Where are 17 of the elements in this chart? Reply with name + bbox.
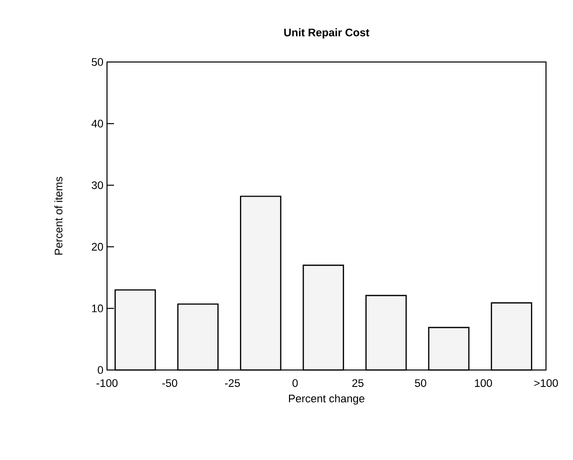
text: -100: [96, 379, 118, 387]
y-tick-label: 50: [92, 58, 104, 66]
text: 100: [474, 379, 492, 387]
y-tick-label: 10: [92, 304, 104, 312]
y-tick-label: 0: [98, 366, 104, 374]
text: 0: [292, 379, 298, 387]
y-axis-title: Percent of items: [54, 176, 62, 255]
text: -25: [224, 379, 240, 387]
y-tick-label: 30: [92, 181, 104, 190]
text: -50: [162, 379, 178, 387]
text: 50: [414, 379, 426, 387]
text: >100: [534, 379, 558, 387]
y-tick-label: 40: [92, 120, 104, 128]
y-tick-label: 20: [92, 242, 104, 251]
text: 25: [352, 379, 364, 387]
chart-title: Unit Repair Cost: [284, 28, 370, 38]
x-axis-title: Percent change: [289, 394, 364, 405]
